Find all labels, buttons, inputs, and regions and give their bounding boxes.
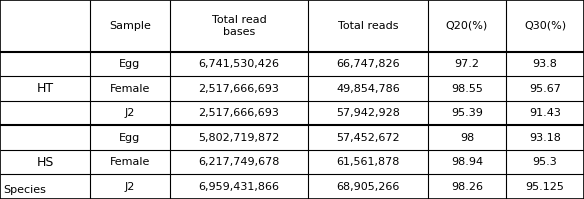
Text: Total read
bases: Total read bases — [211, 15, 266, 37]
Text: 95.39: 95.39 — [451, 108, 483, 118]
Text: 57,452,672: 57,452,672 — [336, 133, 400, 143]
Text: J2: J2 — [125, 108, 135, 118]
Text: 98.26: 98.26 — [451, 182, 483, 192]
Text: 91.43: 91.43 — [529, 108, 561, 118]
Text: Egg: Egg — [119, 133, 141, 143]
Text: HT: HT — [36, 82, 54, 95]
Text: 98.94: 98.94 — [451, 157, 483, 167]
Text: 95.3: 95.3 — [533, 157, 557, 167]
Text: 98.55: 98.55 — [451, 84, 483, 94]
Text: Q20(%): Q20(%) — [446, 21, 488, 31]
Text: Q30(%): Q30(%) — [524, 21, 566, 31]
Text: Female: Female — [110, 84, 150, 94]
Text: 66,747,826: 66,747,826 — [336, 59, 400, 69]
Text: J2: J2 — [125, 182, 135, 192]
Text: 93.8: 93.8 — [533, 59, 558, 69]
Text: 6,959,431,866: 6,959,431,866 — [199, 182, 280, 192]
Text: 97.2: 97.2 — [454, 59, 479, 69]
Text: Total reads: Total reads — [338, 21, 398, 31]
Text: 6,741,530,426: 6,741,530,426 — [199, 59, 280, 69]
Text: HS: HS — [36, 156, 54, 169]
Text: 5,802,719,872: 5,802,719,872 — [199, 133, 280, 143]
Text: Egg: Egg — [119, 59, 141, 69]
Text: 68,905,266: 68,905,266 — [336, 182, 399, 192]
Text: Female: Female — [110, 157, 150, 167]
Text: 6,217,749,678: 6,217,749,678 — [199, 157, 280, 167]
Text: 95.67: 95.67 — [529, 84, 561, 94]
Text: 57,942,928: 57,942,928 — [336, 108, 400, 118]
Text: 93.18: 93.18 — [529, 133, 561, 143]
Text: 61,561,878: 61,561,878 — [336, 157, 399, 167]
Text: 98: 98 — [460, 133, 474, 143]
Text: Species: Species — [3, 185, 46, 195]
Text: 2,517,666,693: 2,517,666,693 — [199, 108, 279, 118]
Text: 49,854,786: 49,854,786 — [336, 84, 400, 94]
Text: 95.125: 95.125 — [526, 182, 565, 192]
Text: Sample: Sample — [109, 21, 151, 31]
Text: 2,517,666,693: 2,517,666,693 — [199, 84, 279, 94]
